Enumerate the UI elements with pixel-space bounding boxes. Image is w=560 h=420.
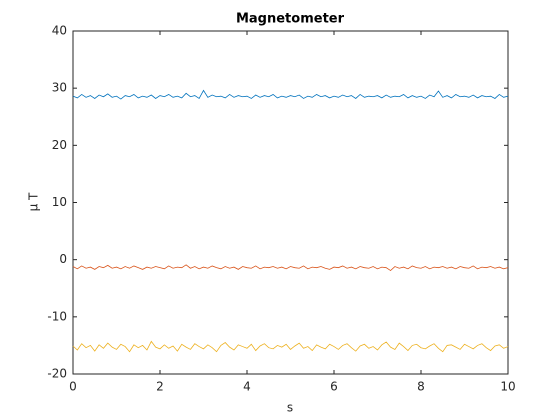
x-tick-label: 4	[243, 380, 251, 394]
x-axis-label: s	[287, 401, 293, 415]
x-tick-label: 8	[417, 380, 425, 394]
data-line	[72, 340, 509, 353]
y-tick-label: -10	[47, 309, 67, 323]
chart-title: Magnetometer	[236, 12, 345, 27]
x-tick-label: 2	[156, 380, 164, 394]
y-axis-label: μ T	[27, 192, 41, 211]
y-tick-label: 30	[52, 81, 67, 95]
y-tick-label: 10	[52, 195, 67, 209]
x-tick-label: 6	[330, 380, 338, 394]
data-line	[72, 89, 509, 100]
y-tick-label: 40	[52, 24, 67, 38]
x-tick-label: 10	[500, 380, 515, 394]
data-line	[72, 264, 509, 272]
x-tick-label: 0	[69, 380, 77, 394]
y-tick-label: 20	[52, 138, 67, 152]
y-tick-label: 0	[59, 252, 67, 266]
y-tick-label: -20	[47, 367, 67, 381]
